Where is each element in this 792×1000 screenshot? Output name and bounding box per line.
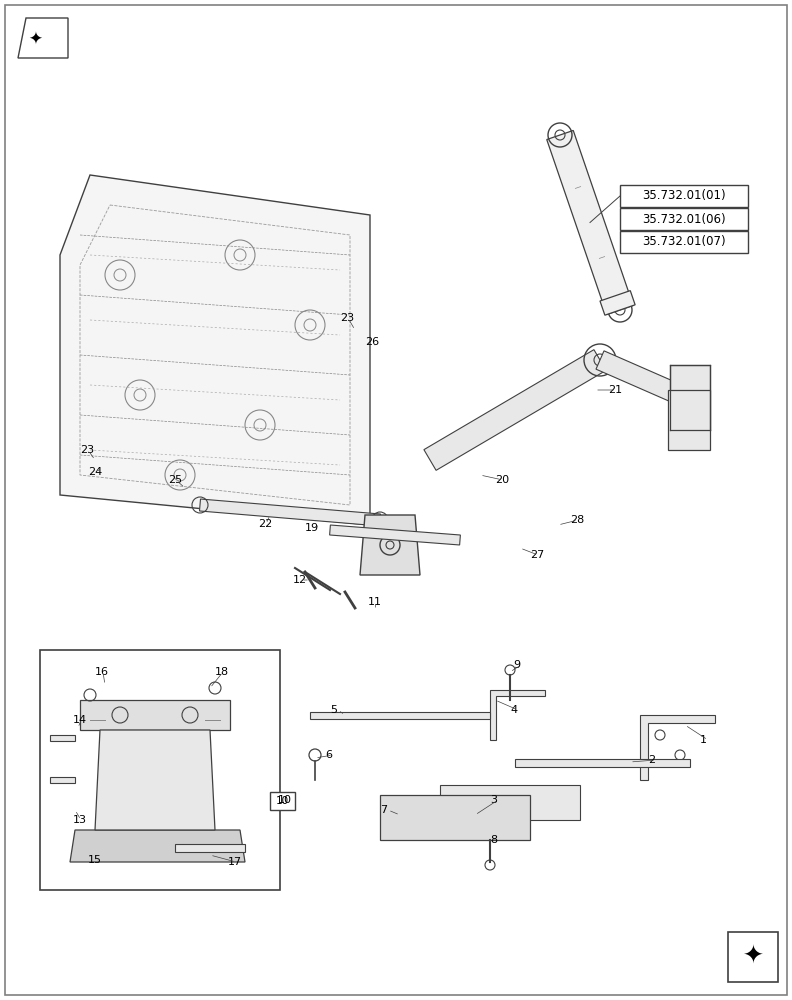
Text: 19: 19 bbox=[305, 523, 319, 533]
Polygon shape bbox=[80, 700, 230, 730]
Text: 8: 8 bbox=[490, 835, 497, 845]
Polygon shape bbox=[546, 130, 634, 315]
Text: 9: 9 bbox=[513, 660, 520, 670]
Text: 4: 4 bbox=[510, 705, 517, 715]
Text: 35.732.01(01): 35.732.01(01) bbox=[642, 190, 725, 202]
Text: 28: 28 bbox=[570, 515, 584, 525]
Text: ✦: ✦ bbox=[28, 31, 42, 49]
Text: 26: 26 bbox=[365, 337, 379, 347]
Text: 35.732.01(06): 35.732.01(06) bbox=[642, 213, 725, 226]
Polygon shape bbox=[596, 351, 684, 404]
Text: 15: 15 bbox=[88, 855, 102, 865]
Text: 22: 22 bbox=[258, 519, 272, 529]
Polygon shape bbox=[515, 759, 690, 767]
Text: 18: 18 bbox=[215, 667, 229, 677]
Polygon shape bbox=[670, 365, 710, 430]
Text: 3: 3 bbox=[490, 795, 497, 805]
Bar bbox=[40, 650, 280, 890]
Text: 35.732.01(07): 35.732.01(07) bbox=[642, 235, 725, 248]
Text: ✦: ✦ bbox=[743, 945, 763, 969]
Text: 11: 11 bbox=[368, 597, 382, 607]
Polygon shape bbox=[360, 515, 420, 575]
Text: 1: 1 bbox=[700, 735, 707, 745]
Polygon shape bbox=[200, 499, 380, 526]
Polygon shape bbox=[668, 390, 710, 450]
Text: 14: 14 bbox=[73, 715, 87, 725]
Text: 13: 13 bbox=[73, 815, 87, 825]
Polygon shape bbox=[95, 730, 215, 830]
Polygon shape bbox=[600, 291, 635, 315]
Polygon shape bbox=[50, 735, 75, 741]
Text: 20: 20 bbox=[495, 475, 509, 485]
Text: 24: 24 bbox=[88, 467, 102, 477]
FancyBboxPatch shape bbox=[620, 231, 748, 253]
FancyBboxPatch shape bbox=[620, 208, 748, 230]
Polygon shape bbox=[18, 18, 68, 58]
Polygon shape bbox=[70, 830, 245, 862]
Text: 2: 2 bbox=[648, 755, 655, 765]
Text: 10: 10 bbox=[278, 795, 292, 805]
Polygon shape bbox=[60, 175, 370, 525]
Text: 23: 23 bbox=[340, 313, 354, 323]
Text: 27: 27 bbox=[530, 550, 544, 560]
Text: 6: 6 bbox=[325, 750, 332, 760]
Polygon shape bbox=[380, 795, 530, 840]
Text: 10: 10 bbox=[276, 796, 288, 806]
FancyBboxPatch shape bbox=[620, 185, 748, 207]
Text: 16: 16 bbox=[95, 667, 109, 677]
Text: 5: 5 bbox=[330, 705, 337, 715]
Text: 17: 17 bbox=[228, 857, 242, 867]
Text: 21: 21 bbox=[608, 385, 623, 395]
Polygon shape bbox=[329, 525, 460, 545]
Polygon shape bbox=[440, 785, 580, 820]
Text: 7: 7 bbox=[380, 805, 387, 815]
Polygon shape bbox=[310, 712, 490, 718]
Polygon shape bbox=[424, 350, 606, 470]
Text: 23: 23 bbox=[80, 445, 94, 455]
Polygon shape bbox=[640, 715, 715, 780]
Polygon shape bbox=[490, 690, 545, 740]
Bar bbox=[728, 932, 778, 982]
Text: 25: 25 bbox=[168, 475, 182, 485]
Polygon shape bbox=[175, 844, 245, 852]
Polygon shape bbox=[50, 777, 75, 783]
Text: 12: 12 bbox=[293, 575, 307, 585]
FancyBboxPatch shape bbox=[270, 792, 295, 810]
